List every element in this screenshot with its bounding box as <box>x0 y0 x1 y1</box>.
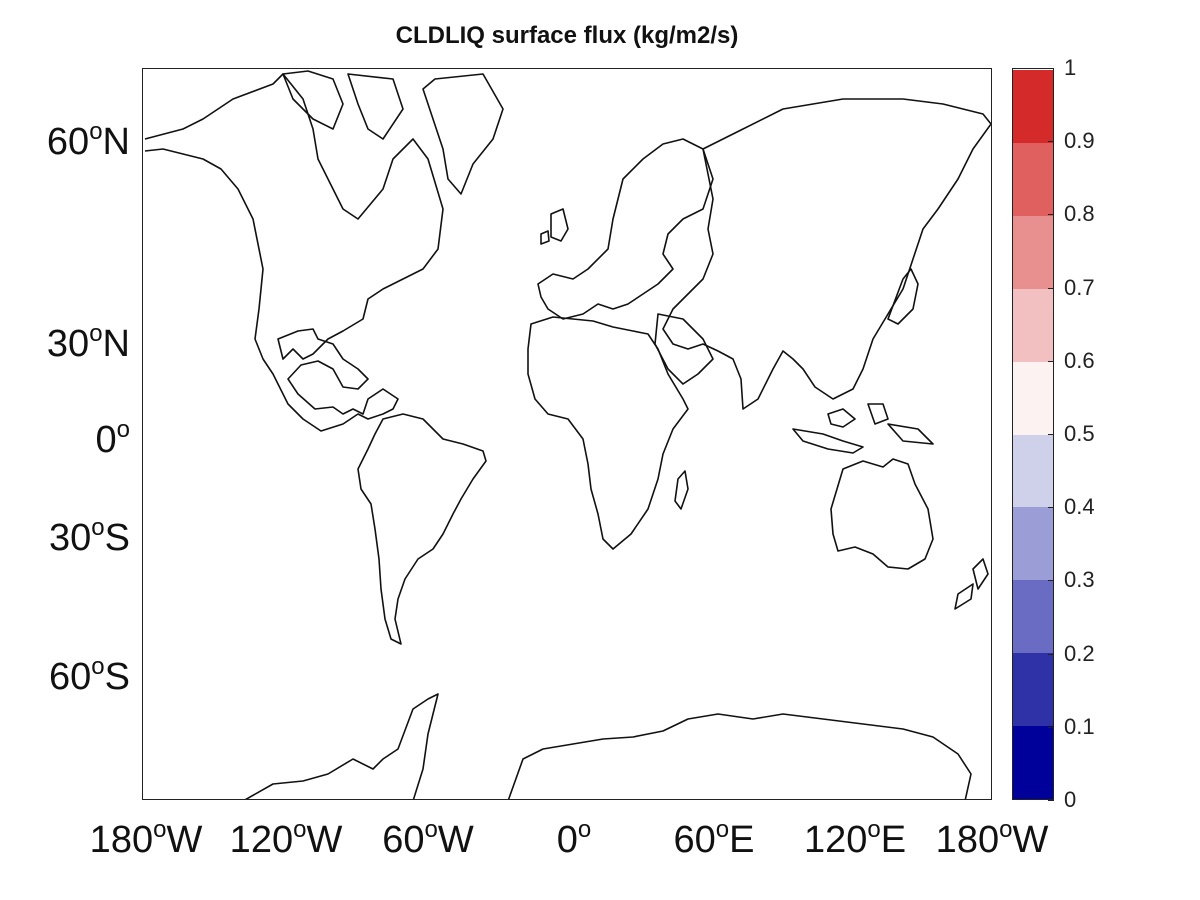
colorbar-segment <box>1013 69 1053 143</box>
colorbar-tick <box>1048 68 1054 69</box>
colorbar-tick <box>1048 507 1054 509</box>
arabia-coast <box>654 313 714 385</box>
british-isles-coast <box>540 208 569 245</box>
colorbar-tick <box>1048 434 1054 435</box>
colorbar-tick <box>1048 214 1054 216</box>
arctic-islands-coast <box>282 70 404 140</box>
colorbar-segment <box>1013 726 1053 799</box>
lat-label-60n: 60oN <box>46 118 130 163</box>
colorbar-tick-label: 0.8 <box>1064 201 1095 227</box>
colorbar-tick-label: 0.1 <box>1064 713 1095 739</box>
antarctica-coast <box>507 713 972 799</box>
world-coastline-map <box>144 70 991 799</box>
colorbar-segment <box>1013 580 1053 654</box>
colorbar-segment <box>1013 142 1053 216</box>
colorbar-tick <box>1048 653 1054 655</box>
colorbar-tick <box>1048 726 1054 728</box>
south-america-coast <box>357 413 487 645</box>
indonesia-coast <box>792 403 934 454</box>
colorbar-tick-label: 0.6 <box>1064 347 1095 373</box>
lon-label-180w-right: 180oW <box>935 816 1049 861</box>
lon-label-60e: 60oE <box>673 816 755 861</box>
colorbar-tick-label: 0.5 <box>1064 421 1095 446</box>
lat-label-30n: 30oN <box>46 320 130 365</box>
australia-coast <box>830 458 934 570</box>
lon-label-0: 0o <box>556 816 592 861</box>
colorbar-segment <box>1013 434 1053 508</box>
madagascar-coast <box>674 470 689 510</box>
africa-coast <box>527 316 689 550</box>
japan-coast <box>887 268 919 325</box>
lon-label-120w: 120oW <box>229 816 343 861</box>
colorbar-segment <box>1013 215 1053 289</box>
asia-coast <box>662 98 991 410</box>
colorbar-segment <box>1013 361 1053 435</box>
colorbar-tick-label: 0.7 <box>1064 274 1095 300</box>
map-axes <box>142 68 992 800</box>
colorbar-tick <box>1048 360 1054 362</box>
lon-label-60w: 60oW <box>382 816 474 861</box>
colorbar-segment <box>1013 653 1053 727</box>
north-america-coast <box>144 73 444 432</box>
colorbar-tick-label: 0.4 <box>1064 494 1095 520</box>
colorbar-tick <box>1048 580 1054 582</box>
colorbar-tick-label: 0.3 <box>1064 567 1095 593</box>
colorbar-tick <box>1048 287 1054 289</box>
new-zealand-coast <box>954 558 989 610</box>
lat-label-30s: 30oS <box>49 514 130 559</box>
greenland-coast <box>422 73 504 195</box>
colorbar-tick-label: 0 <box>1064 787 1077 812</box>
colorbar-segment <box>1013 507 1053 581</box>
antarctic-peninsula-coast <box>244 693 439 799</box>
plot-title: CLDLIQ surface flux (kg/m2/s) <box>395 22 739 49</box>
colorbar-tick-label: 1 <box>1064 55 1077 80</box>
colorbar-tick-label: 0.9 <box>1064 128 1095 154</box>
colorbar-tick-label: 0.2 <box>1064 640 1095 666</box>
colorbar-tick <box>1048 800 1054 801</box>
colorbar-segment <box>1013 288 1053 362</box>
lat-label-equator: 0o <box>95 416 131 461</box>
lon-label-120e: 120oE <box>803 816 907 861</box>
europe-coast <box>537 138 714 320</box>
lon-label-180w-left: 180oW <box>89 816 203 861</box>
colorbar-tick <box>1048 141 1054 143</box>
lat-label-60s: 60oS <box>49 653 130 698</box>
